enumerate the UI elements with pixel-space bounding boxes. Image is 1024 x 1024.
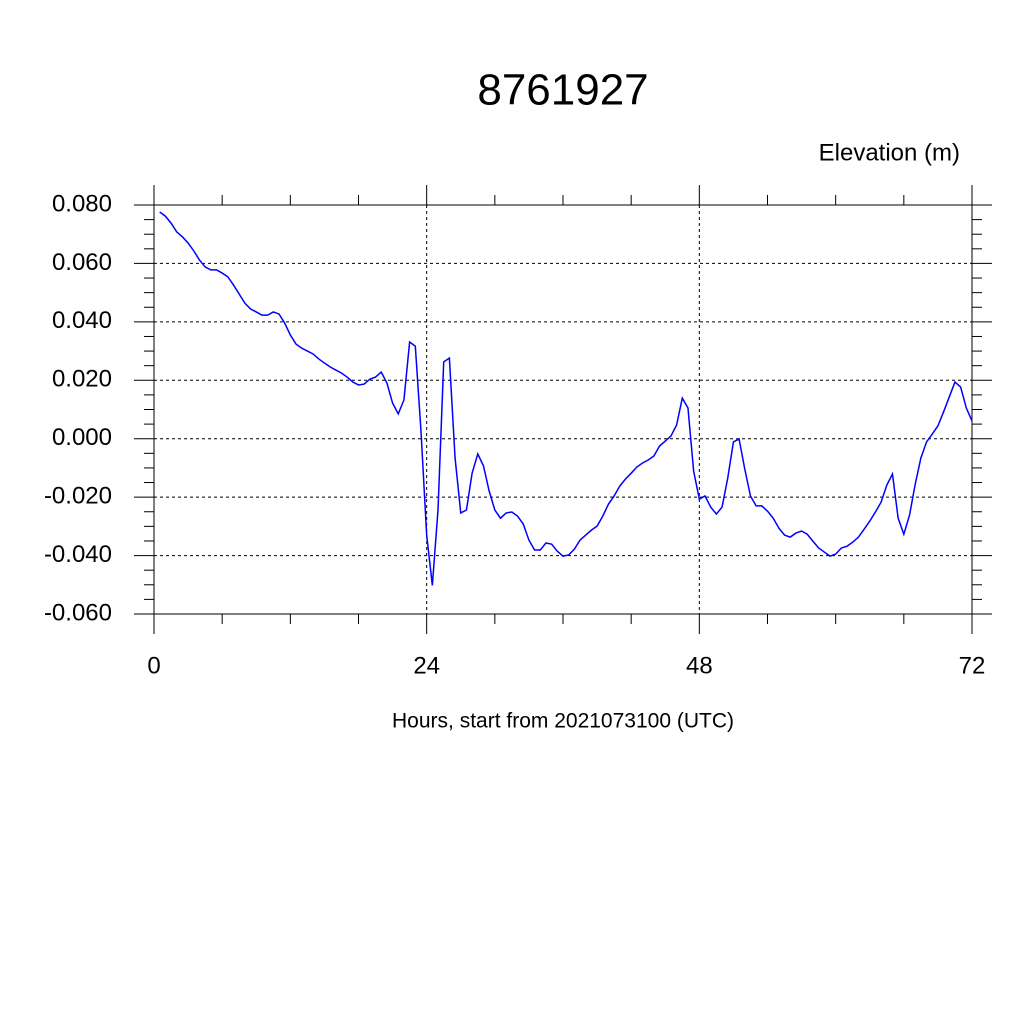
data-line (159, 211, 973, 586)
y-axis-label: Elevation (m) (819, 139, 960, 166)
y-tick-label: 0.000 (52, 424, 112, 451)
y-tick-label: -0.020 (44, 482, 112, 509)
x-tick-label: 0 (147, 652, 160, 679)
y-tick-label: 0.020 (52, 366, 112, 393)
y-tick-label: 0.060 (52, 249, 112, 276)
y-tick-label: 0.080 (52, 190, 112, 217)
x-axis-label: Hours, start from 2021073100 (UTC) (392, 710, 734, 733)
y-tick-label: -0.040 (44, 541, 112, 568)
x-tick-label: 24 (413, 652, 440, 679)
y-tick-label: 0.040 (52, 307, 112, 334)
x-tick-label: 48 (686, 652, 713, 679)
x-tick-label: 72 (959, 652, 986, 679)
plot-frame (153, 204, 973, 615)
y-tick-label: -0.060 (44, 599, 112, 626)
chart-title: 8761927 (477, 66, 648, 115)
